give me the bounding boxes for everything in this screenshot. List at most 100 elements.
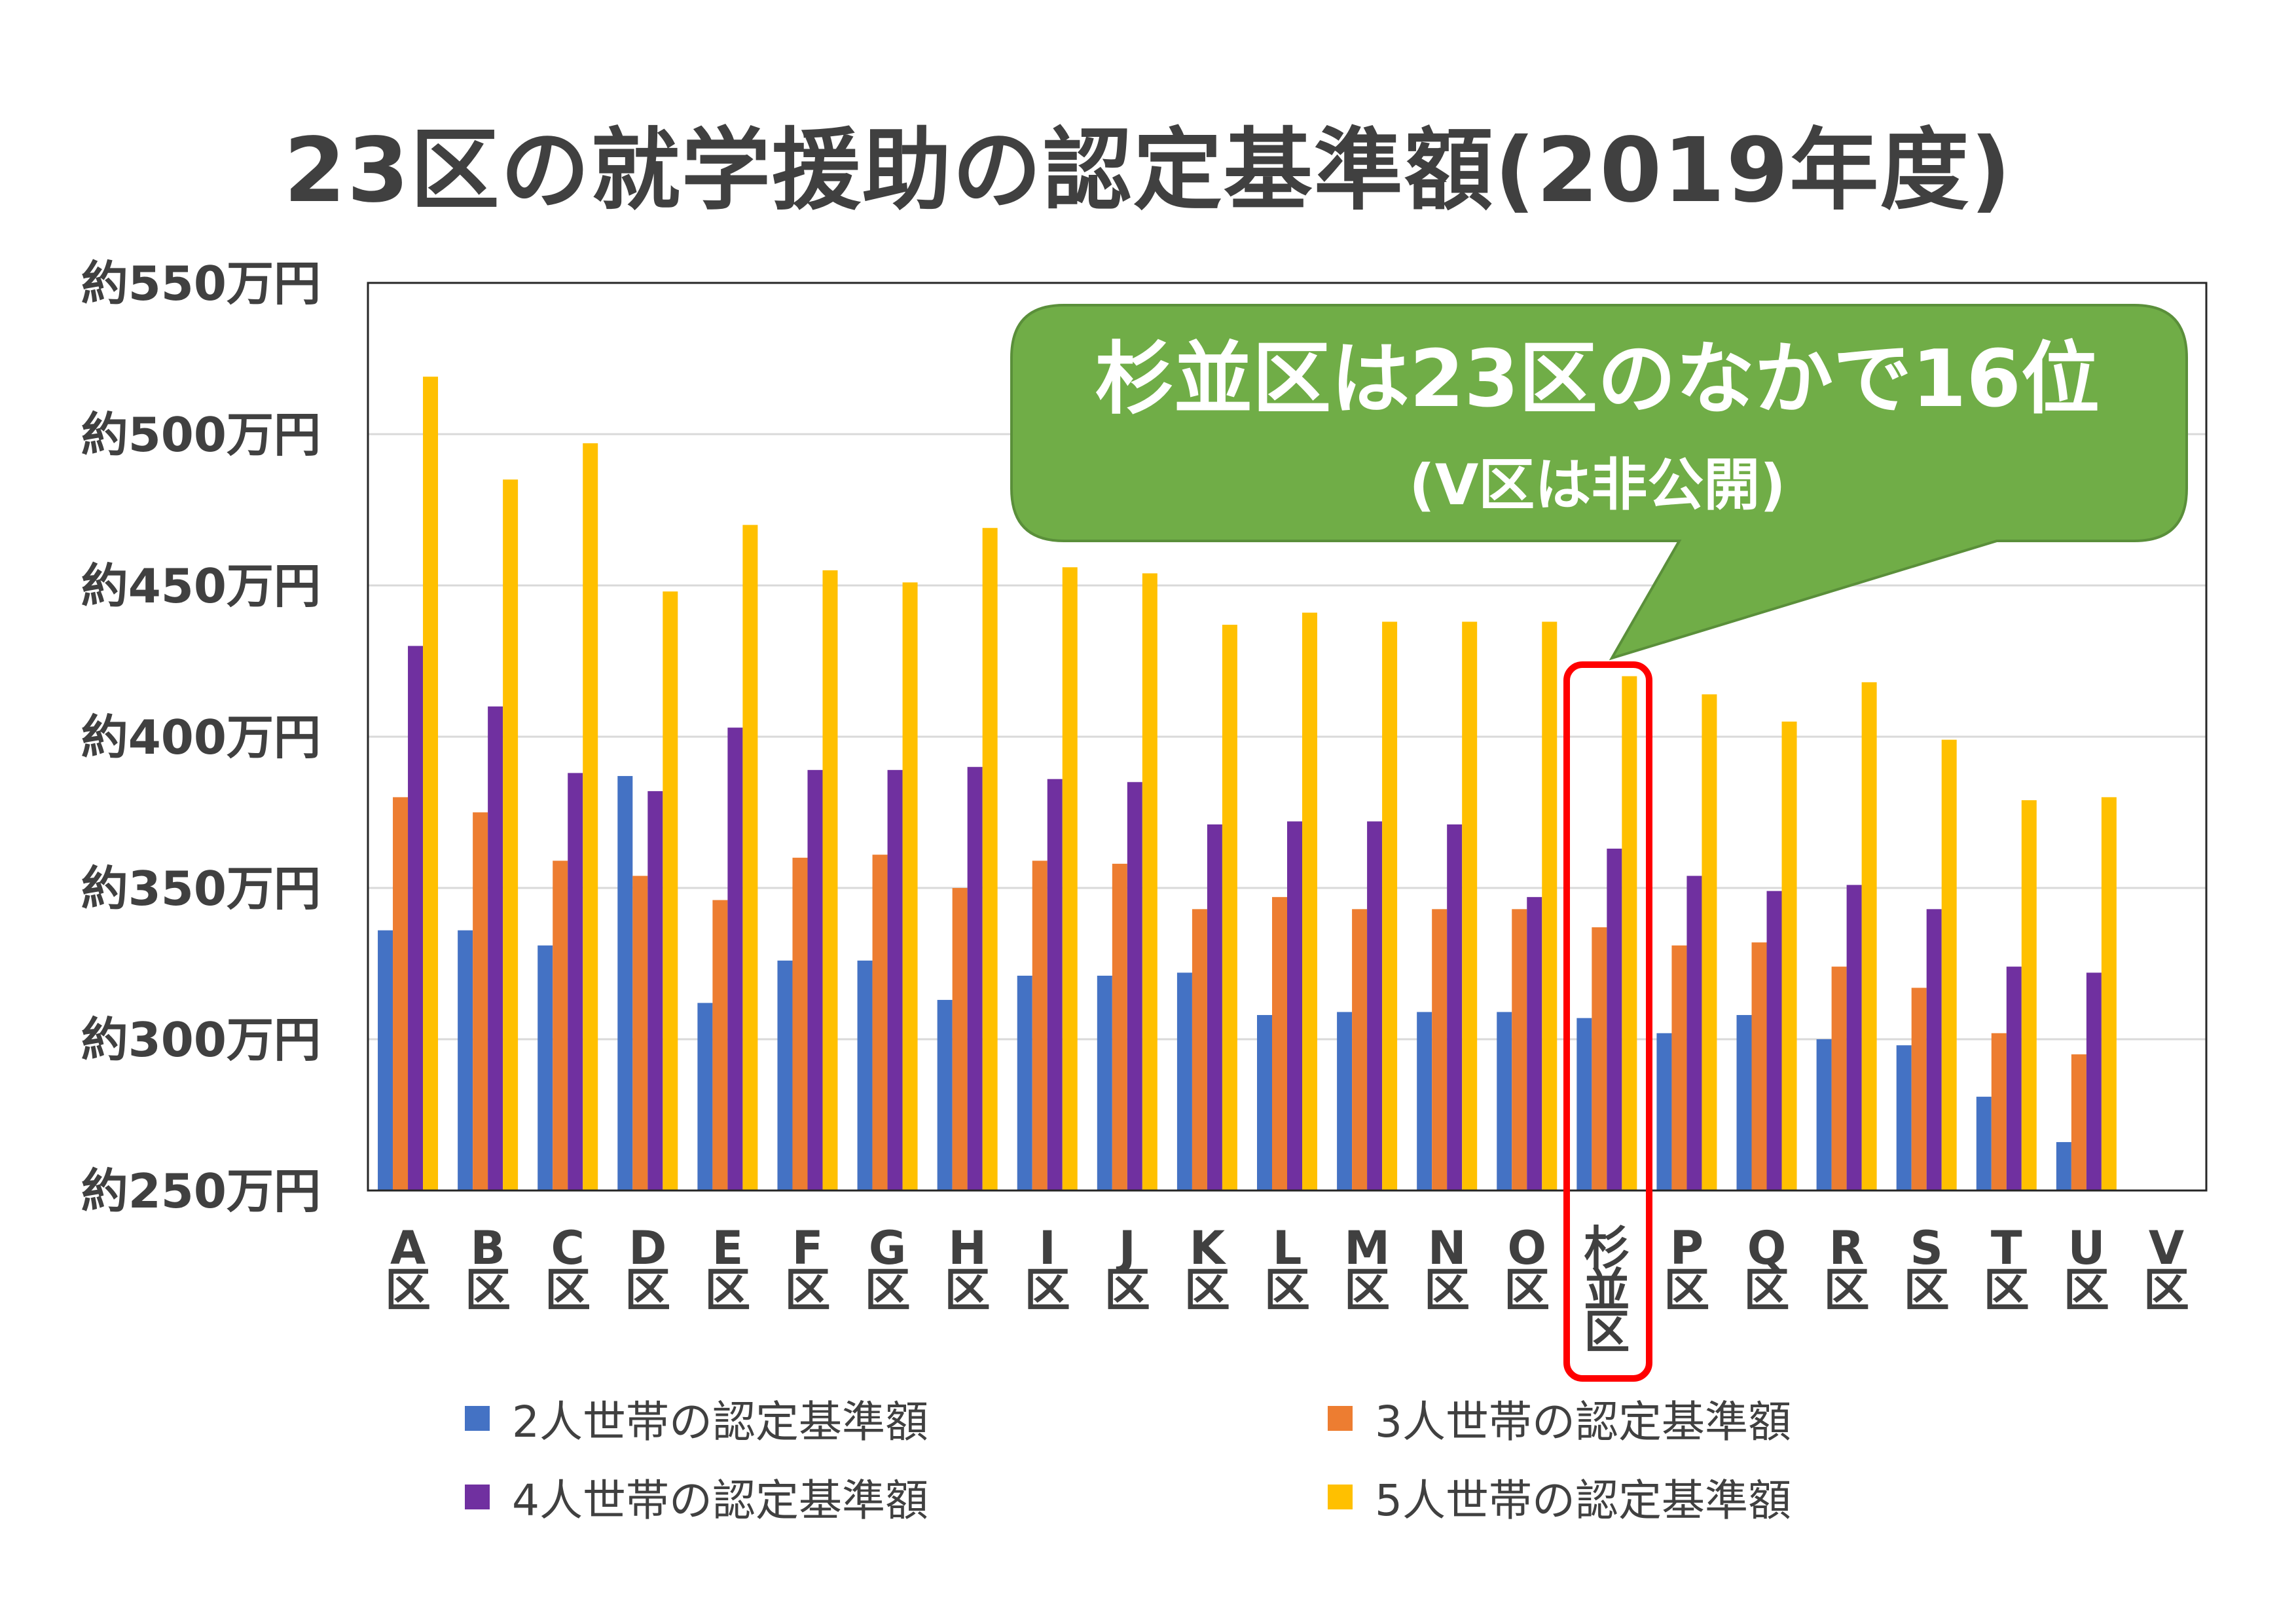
bar	[2071, 1054, 2086, 1190]
legend-item-4: 4人世帯の認定基準額	[465, 1466, 928, 1528]
bar	[1656, 1033, 1672, 1190]
bar	[538, 945, 553, 1190]
bar	[1447, 824, 1463, 1190]
bar	[807, 769, 823, 1190]
bar	[902, 582, 918, 1190]
bar	[1671, 945, 1687, 1190]
y-tick-label: 約450万円	[81, 559, 321, 614]
bar	[1207, 824, 1222, 1190]
bar	[742, 525, 758, 1190]
y-tick-labels: 約250万円約300万円約350万円約400万円約450万円約500万円約550…	[81, 256, 321, 1219]
bar	[967, 767, 983, 1190]
bar	[2101, 797, 2117, 1190]
highlight-box-suginami	[1563, 661, 1652, 1382]
legend-swatch	[465, 1406, 490, 1431]
bar	[1176, 972, 1192, 1190]
bar	[697, 1003, 713, 1190]
bar	[1576, 1018, 1592, 1190]
bar	[1462, 621, 1478, 1190]
legend-label: 2人世帯の認定基準額	[512, 1397, 928, 1447]
bar	[1816, 1039, 1832, 1190]
bar	[982, 528, 998, 1190]
bar	[1337, 1012, 1353, 1190]
legend-label: 4人世帯の認定基準額	[512, 1475, 928, 1526]
bar	[1991, 1033, 2007, 1190]
bar	[553, 860, 568, 1190]
bar	[1257, 1015, 1272, 1190]
bar	[1896, 1045, 1912, 1190]
legend-item-2: 2人世帯の認定基準額	[465, 1387, 928, 1450]
y-tick-label: 約350万円	[81, 861, 321, 916]
bar	[1736, 1015, 1752, 1190]
y-tick-label: 約400万円	[81, 710, 321, 765]
y-tick-label: 約300万円	[81, 1012, 321, 1067]
bar	[1032, 860, 1048, 1190]
legend-item-5: 5人世帯の認定基準額	[1328, 1466, 1791, 1528]
bar	[583, 443, 598, 1190]
bar	[857, 960, 873, 1190]
axes	[367, 282, 2208, 1192]
bar	[458, 930, 473, 1190]
bar	[1302, 612, 1317, 1190]
bar	[423, 377, 439, 1190]
legend-swatch	[1328, 1485, 1353, 1509]
y-tick-label: 約250万円	[81, 1164, 321, 1219]
bar	[727, 728, 743, 1190]
bar	[1542, 621, 1558, 1190]
bar	[2006, 967, 2022, 1190]
bar	[1766, 891, 1782, 1190]
bar	[1751, 942, 1767, 1190]
bar	[792, 857, 808, 1190]
bar	[952, 888, 968, 1190]
bar	[1192, 909, 1207, 1190]
bar	[1062, 567, 1078, 1190]
bar	[1976, 1096, 1992, 1190]
legend-label: 5人世帯の認定基準額	[1375, 1475, 1791, 1526]
bar	[1142, 573, 1157, 1190]
bar	[1607, 848, 1622, 1190]
bar	[1097, 975, 1112, 1190]
bar	[2086, 972, 2102, 1190]
bar	[617, 776, 633, 1190]
bar	[1047, 779, 1063, 1190]
bar	[1527, 896, 1542, 1190]
bar	[1017, 975, 1032, 1190]
callout-bubble	[1010, 304, 2188, 661]
callout-line1: 杉並区は23区のなかで16位	[1095, 334, 2100, 425]
bar	[632, 876, 648, 1190]
bar	[2021, 800, 2037, 1190]
legend-label: 3人世帯の認定基準額	[1375, 1397, 1791, 1447]
y-tick-label: 約550万円	[81, 256, 321, 311]
bar	[1622, 676, 1637, 1190]
bar	[568, 773, 583, 1190]
callout-line2: (V区は非公開)	[1409, 452, 1785, 518]
bar	[1127, 782, 1142, 1190]
bar	[408, 646, 424, 1190]
bar	[1497, 1012, 1512, 1190]
bar	[1432, 909, 1448, 1190]
bars	[378, 377, 2117, 1190]
bar	[1112, 864, 1127, 1190]
bar	[1222, 625, 1237, 1190]
bar	[1861, 682, 1877, 1190]
bar	[1846, 885, 1862, 1190]
callout: 杉並区は23区のなかで16位 (V区は非公開)	[1010, 304, 2188, 661]
bar	[1941, 739, 1957, 1190]
bar	[473, 812, 488, 1190]
bar	[872, 855, 888, 1190]
